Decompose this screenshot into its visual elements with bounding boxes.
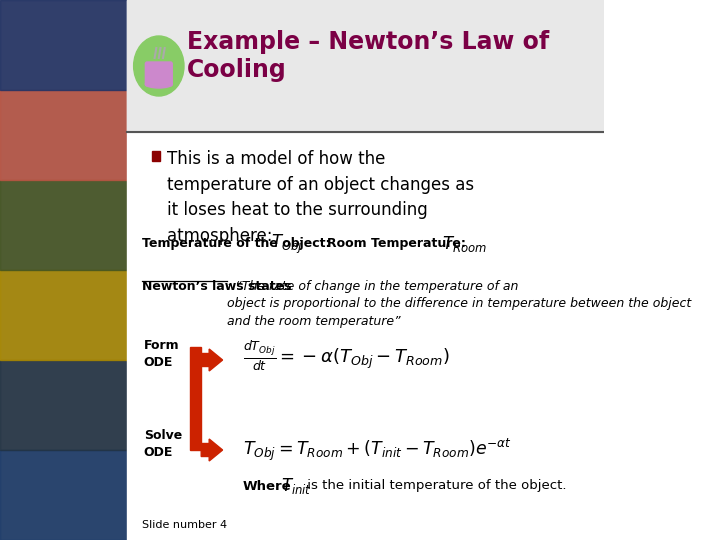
FancyBboxPatch shape [145,62,172,86]
Text: $T_{Room}$: $T_{Room}$ [441,234,487,254]
Polygon shape [201,349,222,371]
Polygon shape [190,347,201,450]
Text: Solve
ODE: Solve ODE [144,429,182,459]
Text: Temperature of the object:: Temperature of the object: [142,238,330,251]
Text: $T_{init}$: $T_{init}$ [281,476,312,496]
Text: is the initial temperature of the object.: is the initial temperature of the object… [303,480,567,492]
Ellipse shape [145,80,172,88]
Circle shape [134,36,184,96]
Text: Example – Newton’s Law of
Cooling: Example – Newton’s Law of Cooling [187,30,549,82]
Text: Slide number 4: Slide number 4 [142,520,227,530]
Polygon shape [201,439,222,461]
Bar [0,0,127,90]
Bar [0,270,127,360]
Bar [0,450,127,540]
Text: Where: Where [243,480,292,492]
Text: $T_{Obj} = T_{Room} + (T_{init} - T_{Room})e^{-\alpha t}$: $T_{Obj} = T_{Room} + (T_{init} - T_{Roo… [243,437,512,463]
Text: $T_{Obj}$: $T_{Obj}$ [271,232,303,255]
Text: Newton’s laws states: Newton’s laws states [142,280,292,293]
Text: This is a model of how the
temperature of an object changes as
it loses heat to : This is a model of how the temperature o… [167,150,474,245]
Bar [0,360,127,450]
Bar [127,0,604,540]
Text: : “The rate of change in the temperature of an
object is proportional to the dif: : “The rate of change in the temperature… [227,280,691,328]
Bar [0,180,127,270]
Bar [127,0,604,132]
Text: $\frac{dT_{Obj}}{dt} = -\alpha(T_{Obj} - T_{Room})$: $\frac{dT_{Obj}}{dt} = -\alpha(T_{Obj} -… [243,339,449,373]
Text: Room Temperature:: Room Temperature: [327,238,466,251]
Text: Form
ODE: Form ODE [144,339,179,369]
Bar [0,0,127,540]
Bar [0,90,127,180]
Bar [152,151,161,161]
